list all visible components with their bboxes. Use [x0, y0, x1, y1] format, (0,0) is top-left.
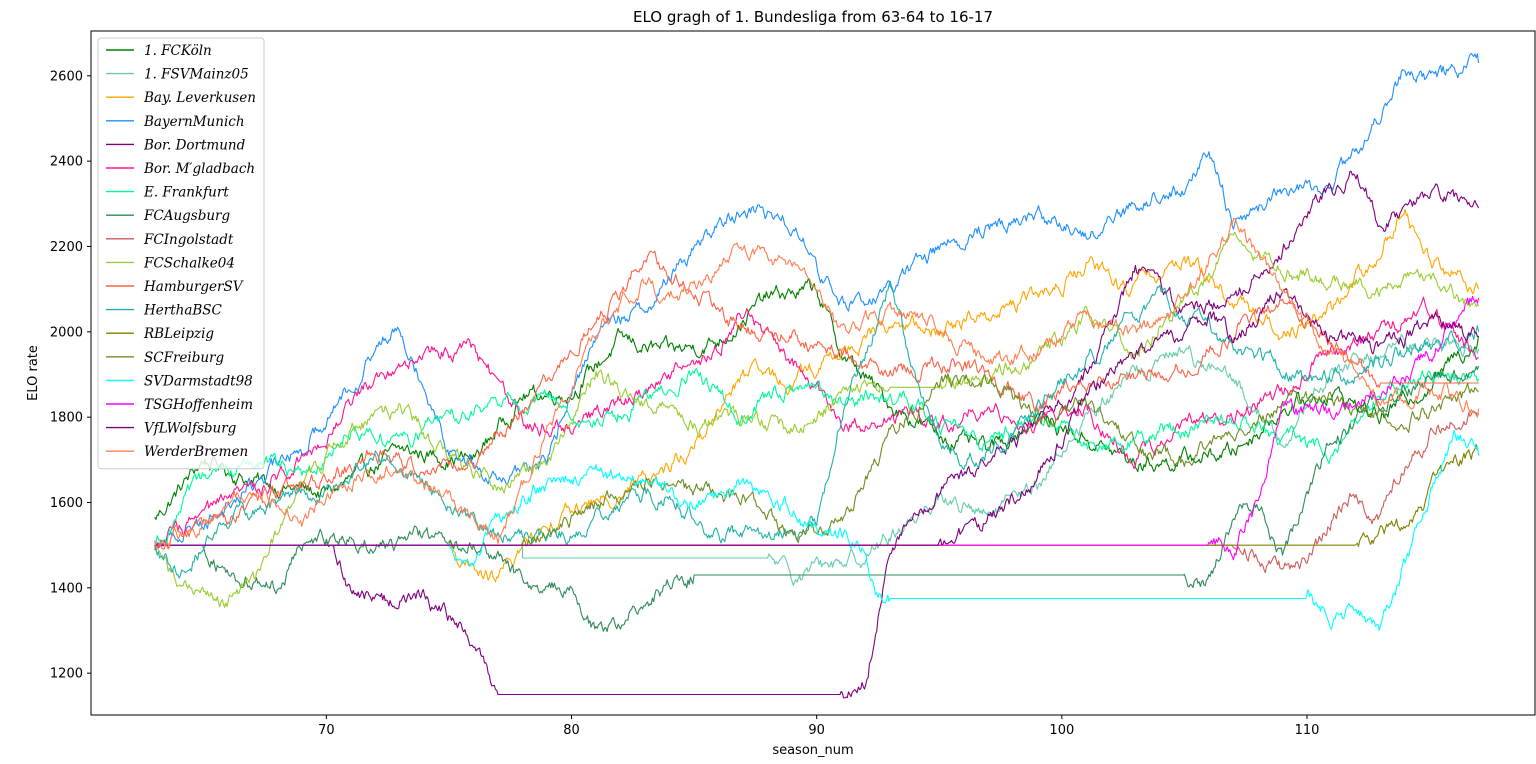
- legend-label-bay-leverkusen: Bay. Leverkusen: [143, 90, 256, 106]
- series-layer: [154, 52, 1480, 699]
- x-tick-label: 100: [1049, 723, 1074, 738]
- legend-label-vflwolfsburg: VfLWolfsburg: [144, 421, 237, 437]
- series-line-fcaugsburg: [154, 365, 1480, 633]
- legend-label-herthabsc: HerthaBSC: [143, 303, 223, 319]
- y-tick-label: 1800: [50, 411, 83, 426]
- x-axis-title: season_num: [772, 743, 853, 758]
- series-line-fcschalke04: [154, 231, 1480, 608]
- legend-label-werderbremen: WerderBremen: [144, 444, 248, 460]
- legend-label-bor-dortmund: Bor. Dortmund: [143, 137, 246, 153]
- y-tick-label: 2200: [50, 240, 83, 255]
- series-line-herthabsc: [154, 280, 1480, 579]
- x-tick-label: 110: [1295, 723, 1320, 738]
- axes: 70 80 90 100 110 1200 1400 1600 1800 2000 2200 2400…: [50, 30, 1536, 738]
- y-tick-label: 1600: [50, 496, 83, 511]
- series-line-hamburgersv: [154, 250, 1479, 552]
- legend-box: [97, 37, 265, 470]
- legend-label-e-frankfurt: E. Frankfurt: [143, 185, 229, 201]
- y-tick-label: 1200: [50, 667, 83, 682]
- legend-label-svdarmstadt98: SVDarmstadt98: [144, 373, 253, 389]
- y-tick-label: 2000: [50, 325, 83, 340]
- legend: 1. FCKöln 1. FSVMainz05 Bay. Leverkusen Bay…: [97, 37, 265, 470]
- series-line-vflwolfsburg: [154, 288, 1479, 546]
- y-tick-label: 2600: [50, 69, 83, 84]
- legend-label-rbleipzig: RBLeipzig: [143, 326, 214, 342]
- series-line-bor-m-gladbach: [154, 296, 1479, 551]
- series-line-e-frankfurt: [154, 368, 1480, 550]
- x-tick-label: 80: [563, 723, 580, 738]
- legend-label-bayernmunich: BayernMunich: [143, 114, 245, 130]
- legend-label-bor-m-gladbach: Bor. M′gladbach: [143, 161, 255, 177]
- y-tick-label: 2400: [50, 155, 83, 170]
- legend-label-scfreiburg: SCFreiburg: [144, 350, 224, 366]
- plot-frame: [90, 30, 1536, 716]
- y-axis-title: ELO rate: [26, 345, 41, 401]
- x-tick-label: 90: [808, 723, 825, 738]
- chart-title: ELO gragh of 1. Bundesliga from 63-64 to…: [633, 8, 993, 26]
- series-line-bor-dortmund: [154, 170, 1480, 699]
- legend-label-tsghoffenheim: TSGHoffenheim: [144, 397, 253, 413]
- legend-label-1-fsvmainz05: 1. FSVMainz05: [144, 67, 249, 83]
- x-tick-label: 70: [318, 723, 335, 738]
- legend-label-fcaugsburg: FCAugsburg: [143, 208, 230, 224]
- series-line-bayernmunich: [154, 52, 1480, 548]
- legend-label-1-fck-ln: 1. FCKöln: [144, 43, 212, 59]
- series-line-werderbremen: [154, 217, 1480, 549]
- legend-label-hamburgersv: HamburgerSV: [143, 279, 244, 295]
- legend-label-fcingolstadt: FCIngolstadt: [143, 232, 234, 248]
- y-tick-label: 1400: [50, 581, 83, 596]
- legend-label-fcschalke04: FCSchalke04: [143, 255, 235, 271]
